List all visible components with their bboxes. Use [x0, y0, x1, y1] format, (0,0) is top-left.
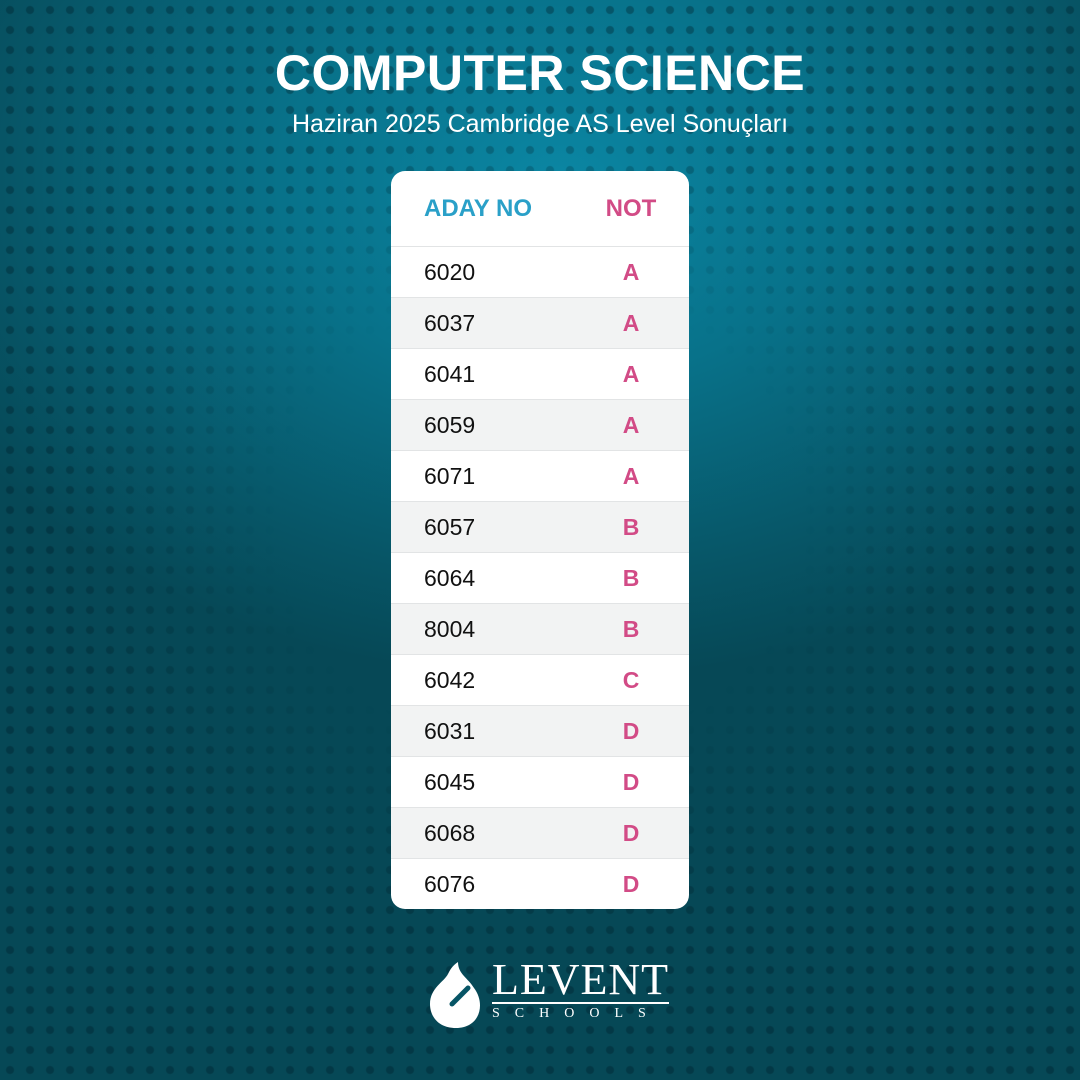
candidate-number: 6068: [424, 819, 476, 846]
grade: A: [622, 462, 640, 489]
table-row: 6041 A: [391, 349, 689, 400]
candidate-number: 6031: [424, 717, 476, 744]
table-header: ADAY NO NOT: [391, 171, 689, 247]
table-row: 6068 D: [391, 808, 689, 859]
grade: D: [622, 819, 640, 846]
page-title: COMPUTER SCIENCE: [274, 45, 806, 101]
logo-sub: SCHOOLS: [492, 1006, 661, 1021]
grade: A: [622, 360, 640, 387]
header-aday-no: ADAY NO: [424, 194, 533, 222]
table-row: 6042 C: [391, 655, 689, 706]
grade: D: [622, 717, 640, 744]
candidate-number: 8004: [424, 615, 476, 642]
drop-icon: [430, 962, 480, 1028]
grade: A: [622, 309, 640, 336]
table-row: 8004 B: [391, 604, 689, 655]
grade: B: [622, 513, 640, 540]
candidate-number: 6041: [424, 360, 476, 387]
grade: D: [622, 768, 640, 795]
grade: B: [622, 615, 640, 642]
table-row: 6059 A: [391, 400, 689, 451]
results-table: ADAY NO NOT 6020 A 6037 A 6041 A 6059 A 6071 A 605…: [391, 171, 689, 909]
candidate-number: 6064: [424, 564, 476, 591]
candidate-number: 6059: [424, 411, 476, 438]
table-row: 6064 B: [391, 553, 689, 604]
grade: B: [622, 564, 640, 591]
header-not: NOT: [605, 194, 657, 222]
levent-schools-logo: LEVENT SCHOOLS: [428, 955, 670, 1032]
table-row: 6057 B: [391, 502, 689, 553]
page-subtitle: Haziran 2025 Cambridge AS Level Sonuçlar…: [291, 110, 789, 138]
logo-name: LEVENT: [492, 955, 670, 1004]
candidate-number: 6020: [424, 258, 476, 285]
candidate-number: 6057: [424, 513, 476, 540]
candidate-number: 6045: [424, 768, 476, 795]
grade: A: [622, 411, 640, 438]
table-row: 6045 D: [391, 757, 689, 808]
table-row: 6071 A: [391, 451, 689, 502]
candidate-number: 6042: [424, 666, 476, 693]
grade: A: [622, 258, 640, 285]
table-row: 6037 A: [391, 298, 689, 349]
grade: C: [622, 666, 640, 693]
candidate-number: 6037: [424, 309, 476, 336]
table-row: 6076 D: [391, 859, 689, 909]
table-row: 6020 A: [391, 247, 689, 298]
candidate-number: 6071: [424, 462, 476, 489]
grade: D: [622, 870, 640, 897]
table-row: 6031 D: [391, 706, 689, 757]
candidate-number: 6076: [424, 870, 476, 897]
